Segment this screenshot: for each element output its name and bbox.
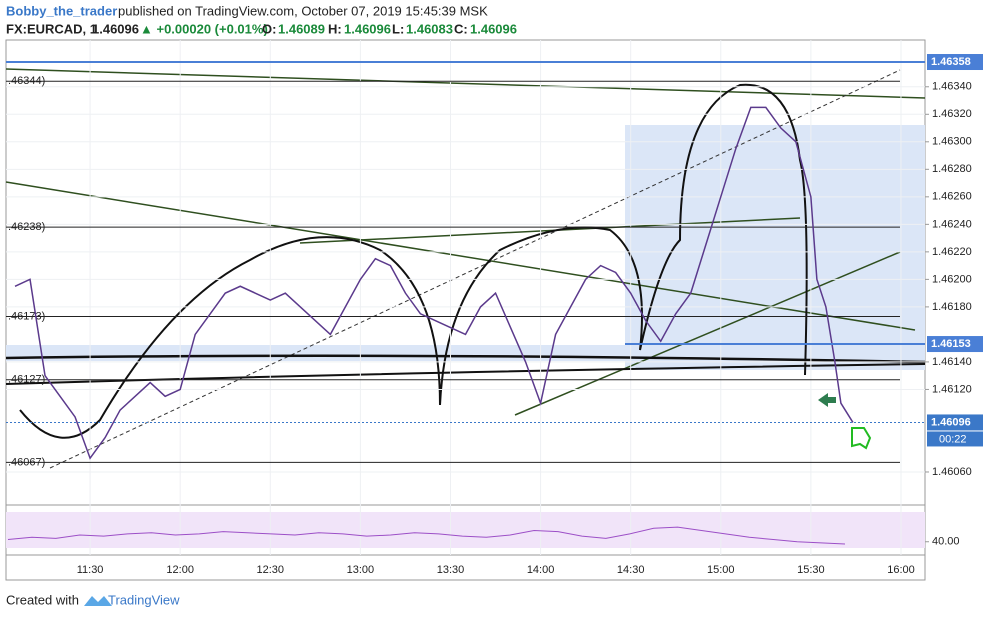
level-label: .46173): [8, 310, 45, 322]
y-tick-label: 1.46200: [932, 273, 972, 285]
axis-label: 1.46096: [931, 416, 971, 428]
axis-badge: [927, 414, 983, 431]
drawings: [5, 68, 926, 469]
x-tick-label: 13:30: [437, 564, 465, 576]
x-tick-label: 11:30: [77, 564, 104, 576]
o: 1.46089: [278, 21, 325, 36]
l: 1.46083: [406, 21, 453, 36]
x-tick-label: 16:00: [887, 564, 915, 576]
thumb-down-icon: [851, 427, 872, 450]
logo: [84, 596, 112, 606]
x-tick-label: 15:30: [797, 564, 825, 576]
x-tick-label: 12:00: [166, 564, 194, 576]
rsi-line: [7, 526, 846, 545]
symbol: FX:EURCAD, 1: [6, 21, 97, 36]
dashed-line: [49, 69, 901, 469]
x-tick-label: 14:30: [617, 564, 645, 576]
rsi-tick-label: 40.00: [932, 536, 960, 548]
level-label: .46067): [8, 456, 45, 468]
axis-label: 1.46153: [931, 338, 971, 350]
trend-line: [5, 363, 926, 385]
o-label: O:: [262, 21, 276, 36]
axis-badge: [927, 54, 983, 71]
y-tick-label: 1.46220: [932, 246, 972, 258]
arrow-icon: [818, 393, 836, 407]
y-tick-label: 1.46120: [932, 383, 972, 395]
axis-label: 1.46358: [931, 56, 971, 68]
x-tick-label: 12:30: [257, 564, 285, 576]
c: 1.46096: [470, 21, 517, 36]
y-tick-label: 1.46280: [932, 163, 972, 175]
zone: [625, 125, 925, 370]
created-with: Created with: [6, 592, 79, 607]
price-line: [14, 106, 854, 460]
trend-line: [5, 181, 916, 331]
axis-badge: [927, 336, 983, 353]
y-tick-label: 1.46140: [932, 356, 972, 368]
y-tick-label: 1.46320: [932, 108, 972, 120]
trend-line: [5, 354, 926, 364]
published: published on TradingView.com, October 07…: [118, 3, 488, 18]
change: ▲ +0.00020 (+0.01%): [140, 21, 268, 36]
x-tick-label: 15:00: [707, 564, 735, 576]
level-label: .46238): [8, 221, 45, 233]
c-label: C:: [454, 21, 468, 36]
author[interactable]: Bobby_the_trader: [6, 3, 117, 18]
countdown-badge: [927, 431, 983, 447]
h-label: H:: [328, 21, 342, 36]
countdown: 00:22: [939, 433, 967, 445]
h: 1.46096: [344, 21, 391, 36]
trend-line: [5, 68, 926, 99]
y-tick-label: 1.46340: [932, 81, 972, 93]
level-label: .46127): [8, 374, 45, 386]
trend-line: [299, 217, 801, 244]
rsi-band: [6, 512, 925, 548]
last: 1.46096: [92, 21, 139, 36]
y-tick-label: 1.46060: [932, 466, 972, 478]
level-label: .46344): [8, 75, 45, 87]
hand-drawing: [19, 83, 808, 439]
y-tick-label: 1.46300: [932, 136, 972, 148]
l-label: L:: [392, 21, 404, 36]
y-tick-label: 1.46260: [932, 191, 972, 203]
y-tick-label: 1.46180: [932, 301, 972, 313]
y-tick-label: 1.46240: [932, 218, 972, 230]
brand[interactable]: TradingView: [108, 592, 180, 607]
x-tick-label: 13:00: [347, 564, 375, 576]
x-tick-label: 14:00: [527, 564, 555, 576]
